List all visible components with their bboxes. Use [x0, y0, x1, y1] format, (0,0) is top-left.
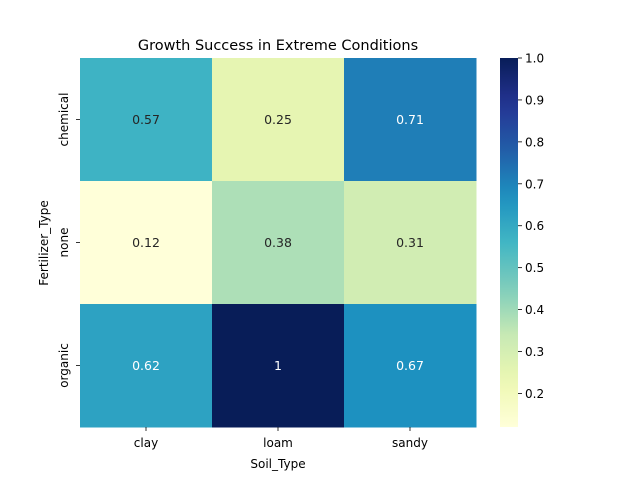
colorbar-tick-label: 1.0 — [525, 52, 544, 66]
colorbar-tick-label: 0.9 — [525, 93, 544, 107]
cell-value-label: 0.31 — [396, 235, 424, 250]
cell-value-label: 1 — [274, 358, 282, 373]
cell-value-label: 0.12 — [132, 235, 160, 250]
y-tick-label: chemical — [57, 93, 71, 147]
cell-value-label: 0.62 — [132, 358, 160, 373]
heatmap-cell — [212, 58, 345, 182]
heatmap-cell — [80, 58, 213, 182]
colorbar-tick-label: 0.4 — [525, 303, 544, 317]
x-axis-label: Soil_Type — [250, 457, 305, 471]
cell-value-label: 0.67 — [396, 358, 424, 373]
colorbar-gradient — [500, 58, 518, 427]
cell-value-label: 0.71 — [396, 112, 424, 127]
heatmap-cell — [80, 181, 213, 305]
colorbar-tick-label: 0.5 — [525, 261, 544, 275]
y-tick-label: organic — [57, 343, 71, 388]
x-axis: clay loam sandy — [134, 427, 428, 450]
x-tick-label: clay — [134, 436, 158, 450]
heatmap-cell — [80, 304, 213, 428]
colorbar-tick-label: 0.2 — [525, 387, 544, 401]
colorbar-tick-label: 0.3 — [525, 345, 544, 359]
cell-value-label: 0.38 — [264, 235, 292, 250]
x-tick-label: loam — [263, 436, 293, 450]
cell-value-label: 0.57 — [132, 112, 160, 127]
colorbar: 0.2 0.3 0.4 0.5 0.6 0.7 0.8 0.9 1.0 — [500, 52, 544, 427]
x-tick-label: sandy — [392, 436, 428, 450]
y-tick-label: none — [57, 228, 71, 258]
heatmap-cell — [344, 58, 477, 182]
heatmap-cell — [212, 181, 345, 305]
y-axis-label: Fertilizer_Type — [37, 200, 51, 285]
heatmap-cells: 0.57 0.25 0.71 0.12 0.38 0.31 0.62 1 0.67 — [80, 58, 477, 428]
cell-value-label: 0.25 — [264, 112, 292, 127]
heatmap-cell — [344, 181, 477, 305]
heatmap-cell — [344, 304, 477, 428]
colorbar-tick-label: 0.6 — [525, 219, 544, 233]
heatmap-cell — [212, 304, 345, 428]
colorbar-tick-label: 0.8 — [525, 135, 544, 149]
colorbar-tick-label: 0.7 — [525, 177, 544, 191]
chart-title: Growth Success in Extreme Conditions — [138, 38, 418, 54]
y-axis: chemical none organic — [57, 93, 80, 388]
